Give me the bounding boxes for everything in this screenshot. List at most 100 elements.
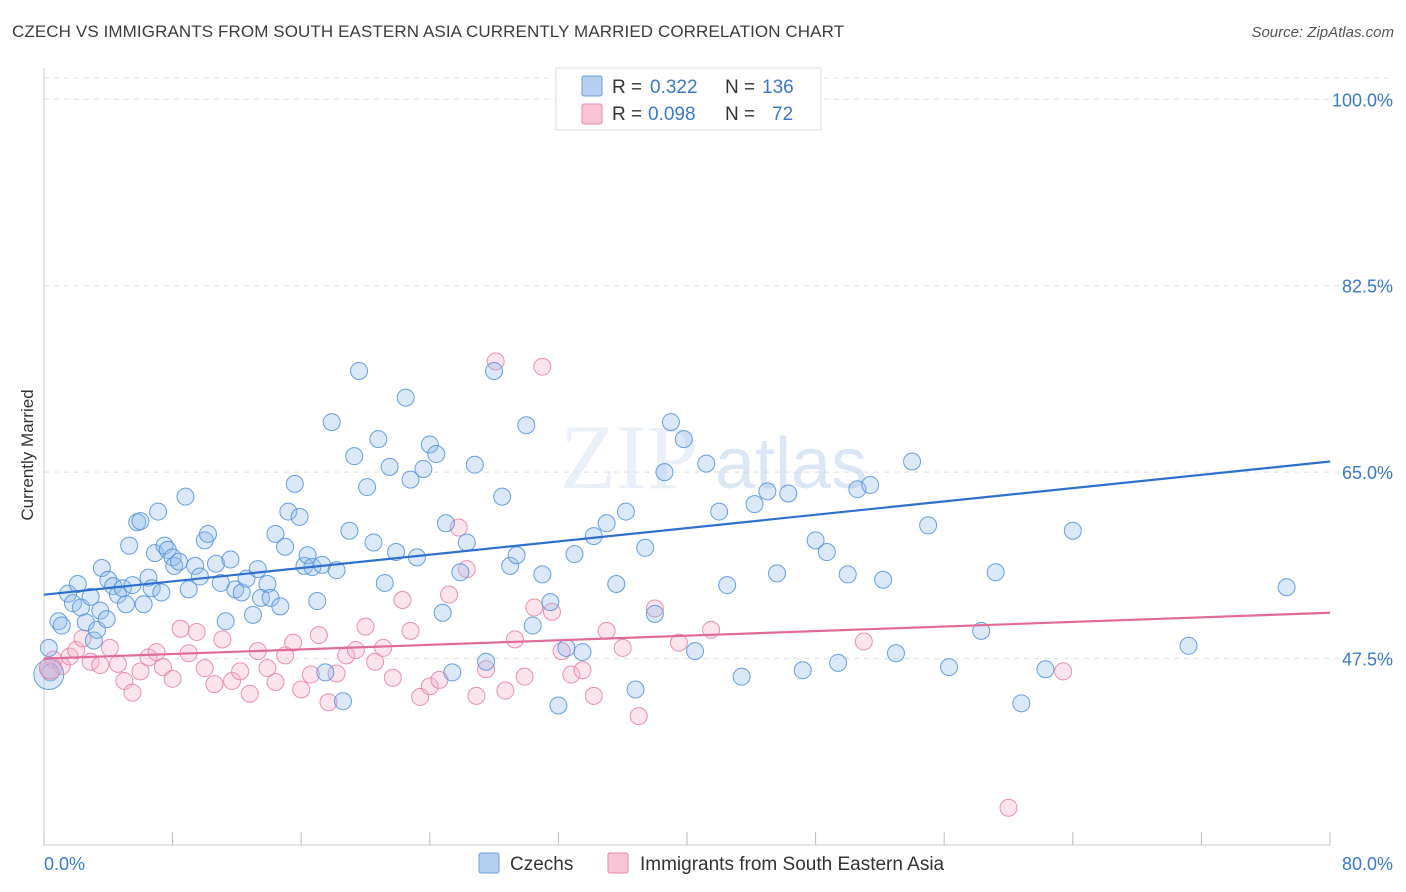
czechs-point <box>451 563 470 582</box>
czechs-point <box>396 388 415 407</box>
czechs-point <box>52 616 71 635</box>
immigrants-point <box>187 622 206 641</box>
x-tick-labels: 0.0% 80.0% <box>44 854 1393 874</box>
y-tick-label: 65.0% <box>1342 463 1393 483</box>
czechs-point <box>271 597 290 616</box>
czechs-point <box>401 470 420 489</box>
y-axis-label: Currently Married <box>18 389 37 520</box>
legend-top: R = 0.322 N = 136 R = 0.098 N = 72 <box>555 67 822 131</box>
czechs-point <box>436 514 455 533</box>
czechs-point <box>972 621 991 640</box>
immigrants-point <box>171 619 190 638</box>
immigrants-point <box>163 669 182 688</box>
czechs-point <box>793 661 812 680</box>
immigrants-point <box>292 680 311 699</box>
czechs-trend-line <box>43 460 1331 596</box>
data-points <box>33 352 1296 817</box>
czechs-point <box>507 546 526 565</box>
czechs-point <box>258 575 277 594</box>
immigrants-point <box>213 630 232 649</box>
immigrants-point <box>100 638 119 657</box>
immigrants-point <box>393 590 412 609</box>
czechs-point <box>501 556 520 575</box>
czechs-point <box>573 643 592 662</box>
immigrants-point <box>258 659 277 678</box>
czechs-point <box>718 576 737 595</box>
czechs-point <box>216 612 235 631</box>
legend-label-immigrants: Immigrants from South Eastern Asia <box>640 854 945 875</box>
czechs-point <box>597 514 616 533</box>
immigrants-point <box>266 673 285 692</box>
immigrants-point <box>525 598 544 617</box>
immigrants-point <box>231 662 250 681</box>
immigrants-point <box>153 658 172 677</box>
x-tick-label: 80.0% <box>1342 854 1393 874</box>
y-tick-label: 47.5% <box>1342 650 1393 670</box>
czechs-point <box>369 430 388 449</box>
legend-swatch-immigrants <box>607 852 629 874</box>
czechs-point <box>139 568 158 587</box>
legend-r-label: R = <box>612 104 642 125</box>
czechs-point <box>266 524 285 543</box>
legend-r-value: 0.098 <box>648 104 696 125</box>
legend-r-label: R = <box>612 77 642 98</box>
czechs-point <box>919 516 938 535</box>
czechs-point <box>358 478 377 497</box>
czechs-point <box>290 507 309 526</box>
czechs-point <box>817 543 836 562</box>
czechs-point <box>380 457 399 476</box>
czechs-point <box>207 554 226 573</box>
czechs-point <box>345 447 364 466</box>
legend-swatch-blue <box>581 75 603 97</box>
immigrants-point <box>486 352 505 371</box>
immigrants-point <box>309 626 328 645</box>
czechs-point <box>940 658 959 677</box>
czechs-point <box>465 455 484 474</box>
czechs-point <box>1063 521 1082 540</box>
immigrants-trend-line <box>43 611 1331 660</box>
czechs-point <box>364 533 383 552</box>
immigrants-point <box>477 660 496 679</box>
czechs-point <box>745 495 764 514</box>
czechs-point <box>485 361 504 380</box>
immigrants-point <box>240 684 259 703</box>
legend-n-label: N = <box>725 104 755 125</box>
czechs-point <box>986 563 1005 582</box>
czechs-point <box>350 361 369 380</box>
czechs-point <box>616 502 635 521</box>
czechs-point <box>457 533 476 552</box>
czechs-point <box>170 552 189 571</box>
immigrants-point <box>496 681 515 700</box>
czechs-point <box>523 616 542 635</box>
watermark-zip: ZIP <box>560 406 698 508</box>
czechs-point <box>176 487 195 506</box>
immigrants-point <box>319 693 338 712</box>
axes <box>43 68 1331 846</box>
czechs-point <box>903 452 922 471</box>
czechs-point <box>477 652 496 671</box>
czechs-point <box>243 605 262 624</box>
czechs-point <box>433 603 452 622</box>
czechs-point <box>674 430 693 449</box>
immigrants-point <box>374 638 393 657</box>
czechs-point <box>626 680 645 699</box>
czechs-point <box>340 521 359 540</box>
immigrants-point <box>440 585 459 604</box>
immigrants-point <box>597 621 616 640</box>
immigrants-point <box>420 677 439 696</box>
czechs-point <box>427 445 446 464</box>
legend-swatch-pink <box>581 103 603 125</box>
czechs-point <box>829 653 848 672</box>
czechs-point <box>636 538 655 557</box>
czechs-point <box>92 559 111 578</box>
czechs-point <box>149 502 168 521</box>
immigrants-point <box>108 654 127 673</box>
czechs-point <box>285 474 304 493</box>
czechs-point <box>758 482 777 501</box>
immigrants-point <box>629 707 648 726</box>
czechs-point <box>186 556 205 575</box>
czechs-point <box>120 536 139 555</box>
czechs-point <box>375 573 394 592</box>
immigrants-point <box>573 661 592 680</box>
czechs-point <box>221 550 240 569</box>
